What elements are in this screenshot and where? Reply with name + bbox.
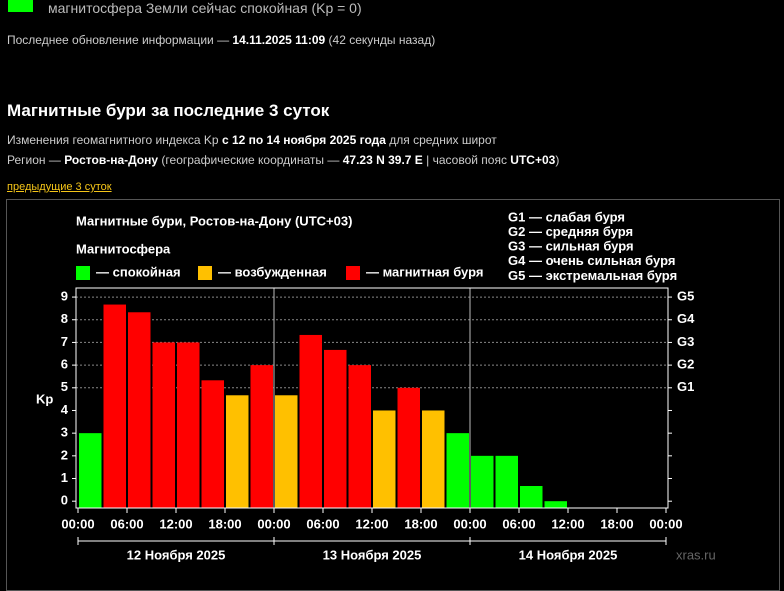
bar: [152, 342, 175, 508]
y-tick-label: 0: [61, 493, 68, 508]
text: Изменения геомагнитного индекса Kp: [7, 133, 219, 147]
bar: [103, 304, 126, 508]
text: Ростов-на-Дону: [64, 153, 159, 167]
x-tick-label: 06:00: [306, 516, 339, 531]
y-tick-label: 6: [61, 357, 68, 372]
scale-legend-item: G2 — средняя буря: [508, 224, 633, 239]
text: с 12 по 14 ноября 2025 года: [221, 133, 386, 147]
legend-swatch: [198, 266, 212, 280]
bar: [373, 410, 396, 508]
status-text: магнитосфера Земли сейчас спокойная (Kp …: [48, 0, 362, 16]
bar: [520, 486, 543, 508]
y-tick-label: 5: [61, 379, 68, 394]
y-tick-label: 9: [61, 289, 68, 304]
x-tick-label: 18:00: [404, 516, 437, 531]
text: Последнее обновление информации —: [7, 33, 230, 47]
description: Изменения геомагнитного индекса Kp с 12 …: [7, 133, 497, 147]
text: | часовой пояс: [426, 153, 507, 167]
y2-tick-label: G5: [677, 289, 694, 304]
text: ): [555, 153, 560, 167]
scale-legend-item: G3 — сильная буря: [508, 239, 634, 254]
scale-legend-item: G5 — экстремальная буря: [508, 268, 677, 283]
x-tick-label: 00:00: [257, 516, 290, 531]
bar: [446, 433, 469, 508]
legend-swatch: [346, 266, 360, 280]
y-tick-label: 2: [61, 447, 68, 462]
bar: [397, 387, 420, 508]
scale-legend-item: G4 — очень сильная буря: [508, 253, 675, 268]
day-label: 13 Ноября 2025: [323, 547, 422, 562]
day-label: 14 Ноября 2025: [519, 547, 618, 562]
legend-label: — спокойная: [96, 264, 181, 279]
y-tick-label: 4: [61, 402, 69, 417]
update-info: Последнее обновление информации — 14.11.…: [7, 33, 435, 47]
bar: [495, 455, 518, 508]
y2-tick-label: G1: [677, 379, 694, 394]
bar: [324, 349, 347, 508]
y2-tick-label: G2: [677, 357, 694, 372]
y-axis-label: Kp: [36, 391, 53, 406]
legend-swatch: [76, 266, 90, 280]
status-indicator: [8, 0, 33, 12]
bar: [422, 410, 445, 508]
bar: [177, 342, 200, 508]
bar: [299, 334, 322, 508]
y-tick-label: 8: [61, 311, 68, 326]
scale-legend-item: G1 — слабая буря: [508, 209, 625, 224]
text: для средних широт: [389, 133, 497, 147]
bar: [226, 395, 249, 508]
text: (географические координаты —: [161, 153, 340, 167]
text: Регион —: [7, 153, 61, 167]
y2-tick-label: G4: [677, 311, 695, 326]
legend-label: — возбужденная: [218, 264, 327, 279]
x-tick-label: 18:00: [208, 516, 241, 531]
bar: [471, 455, 494, 508]
day-label: 12 Ноября 2025: [127, 547, 226, 562]
x-tick-label: 00:00: [649, 516, 682, 531]
section-title: Магнитные бури за последние 3 суток: [7, 101, 330, 120]
y-tick-label: 7: [61, 334, 68, 349]
chart-subtitle: Магнитосфера: [76, 241, 171, 256]
y-tick-label: 1: [61, 470, 68, 485]
bar: [250, 365, 273, 508]
bar: [275, 395, 298, 508]
y2-tick-label: G3: [677, 334, 694, 349]
x-tick-label: 12:00: [159, 516, 192, 531]
legend-label: — магнитная буря: [366, 264, 483, 279]
x-tick-label: 00:00: [61, 516, 94, 531]
watermark: xras.ru: [676, 547, 716, 562]
bar: [79, 433, 102, 508]
text: UTC+03: [510, 153, 556, 167]
bar: [128, 312, 151, 508]
x-tick-label: 00:00: [453, 516, 486, 531]
x-tick-label: 18:00: [600, 516, 633, 531]
x-tick-label: 06:00: [502, 516, 535, 531]
region-info: Регион — Ростов-на-Дону (географические …: [7, 153, 559, 167]
text: (42 секунды назад): [328, 33, 436, 47]
bar: [201, 380, 224, 508]
chart-title: Магнитные бури, Ростов-на-Дону (UTC+03): [76, 213, 352, 228]
x-tick-label: 06:00: [110, 516, 143, 531]
update-time: 14.11.2025 11:09: [232, 33, 326, 47]
text: 47.23 N 39.7 E: [342, 153, 423, 167]
bar: [348, 365, 371, 508]
x-tick-label: 12:00: [355, 516, 388, 531]
y-tick-label: 3: [61, 425, 68, 440]
x-tick-label: 12:00: [551, 516, 584, 531]
bar: [544, 501, 567, 508]
previous-link[interactable]: предыдущие 3 суток: [7, 181, 112, 193]
